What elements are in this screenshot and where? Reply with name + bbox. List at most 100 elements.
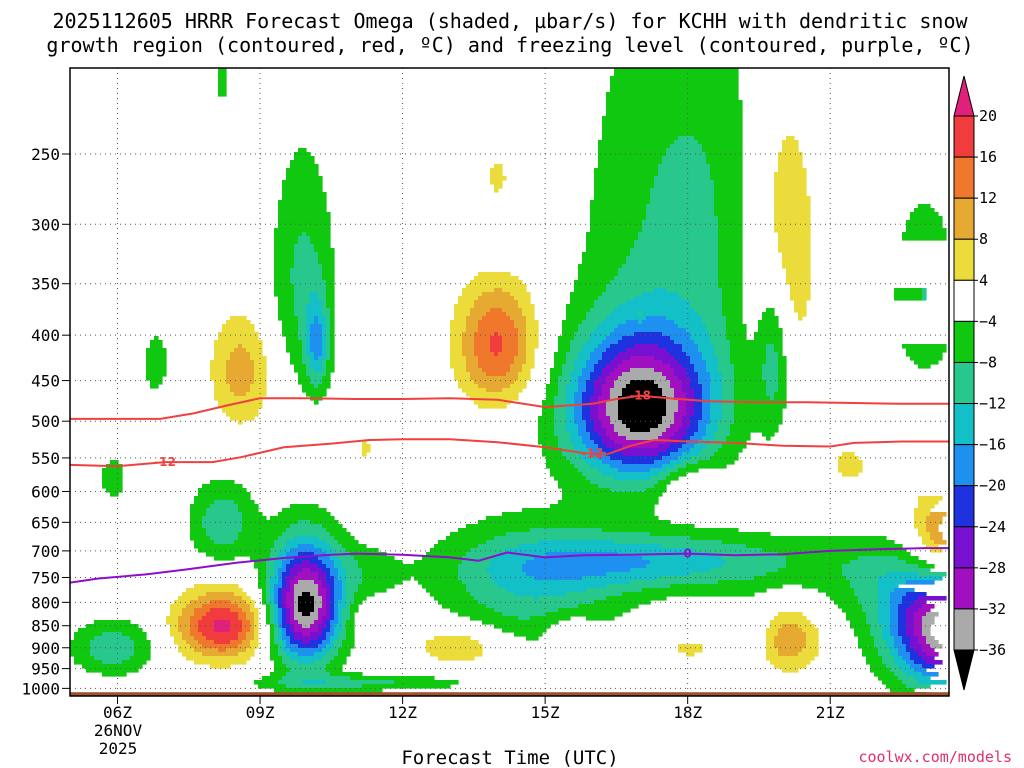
omega-cell (494, 188, 499, 193)
omega-cell (870, 632, 883, 637)
omega-cell (330, 608, 335, 613)
ground-terrain (70, 692, 949, 696)
omega-cell (310, 640, 323, 645)
omega-cell (78, 628, 143, 633)
omega-cell (206, 612, 239, 617)
omega-cell (294, 564, 319, 569)
omega-cell (298, 608, 315, 613)
omega-cell (502, 288, 527, 293)
omega-cell (350, 616, 355, 621)
omega-cell (298, 572, 319, 577)
omega-cell (554, 432, 571, 437)
omega-cell (850, 624, 871, 629)
omega-cell (682, 436, 691, 441)
omega-cell (766, 348, 775, 353)
omega-cell (578, 352, 591, 357)
omega-cell (670, 364, 683, 369)
omega-cell (566, 352, 579, 357)
omega-cell (850, 580, 879, 585)
omega-cell (558, 388, 567, 393)
omega-cell (686, 404, 695, 409)
omega-cell (666, 316, 703, 321)
omega-cell (502, 336, 519, 341)
omega-cell (782, 256, 811, 261)
omega-cell (286, 168, 319, 173)
omega-cell (798, 624, 815, 629)
omega-cell (690, 332, 711, 337)
omega-cell (558, 436, 571, 441)
omega-cell (266, 560, 275, 565)
omega-cell (570, 372, 583, 377)
omega-cell (514, 320, 527, 325)
omega-cell (506, 588, 587, 593)
omega-cell (682, 460, 699, 465)
omega-cell (622, 420, 663, 425)
omega-cell (634, 332, 663, 337)
omega-cell (774, 664, 807, 669)
omega-cell (306, 304, 323, 309)
omega-cell (930, 512, 947, 517)
omega-cell (514, 296, 531, 301)
omega-cell (598, 404, 607, 409)
omega-cell (434, 596, 475, 601)
omega-cell (558, 444, 575, 449)
omega-cell (922, 616, 935, 621)
omega-cell (206, 636, 239, 641)
omega-cell (250, 620, 255, 625)
omega-cell (214, 556, 235, 561)
omega-cell (490, 168, 503, 173)
omega-cell (286, 596, 295, 601)
omega-cell (322, 332, 327, 337)
omega-cell (310, 356, 315, 361)
omega-cell (286, 344, 303, 349)
omega-cell (654, 176, 711, 181)
omega-cell (610, 488, 647, 493)
omega-cell (282, 192, 327, 197)
omega-cell (194, 496, 251, 501)
omega-cell (662, 332, 691, 337)
omega-cell (270, 632, 275, 637)
omega-cell (306, 340, 311, 345)
omega-cell (362, 572, 459, 577)
omega-cell (690, 360, 707, 365)
omega-cell (718, 236, 743, 241)
colorbar-swatch (953, 403, 975, 446)
omega-cell (766, 648, 779, 653)
omega-cell (274, 256, 295, 261)
omega-cell (474, 596, 535, 601)
omega-cell (762, 432, 775, 437)
omega-cell (286, 584, 291, 589)
omega-cell (190, 504, 211, 509)
omega-cell (606, 108, 743, 113)
omega-cell (258, 568, 267, 573)
omega-cell (330, 620, 339, 625)
omega-cell (574, 444, 587, 449)
omega-cell (762, 372, 779, 377)
omega-cell (314, 620, 323, 625)
omega-cell (270, 652, 279, 657)
omega-cell (338, 556, 355, 561)
omega-cell (522, 308, 535, 313)
omega-cell (302, 680, 327, 685)
omega-cell (566, 424, 579, 429)
omega-cell (298, 240, 311, 245)
omega-cell (326, 528, 347, 533)
omega-cell (310, 624, 319, 629)
omega-cell (710, 332, 727, 337)
omega-cell (622, 592, 755, 597)
omega-cell (722, 412, 735, 417)
omega-cell (426, 644, 483, 649)
omega-cell (602, 436, 611, 441)
omega-cell (886, 644, 895, 649)
omega-cell (898, 612, 907, 617)
omega-cell (490, 340, 503, 345)
omega-cell (602, 352, 619, 357)
omega-cell (298, 520, 311, 525)
omega-cell (794, 304, 807, 309)
omega-cell (70, 640, 91, 645)
omega-cell (190, 628, 199, 633)
omega-cell (910, 652, 919, 657)
omega-cell (710, 172, 743, 177)
omega-cell (282, 576, 287, 581)
omega-cell (310, 376, 323, 381)
